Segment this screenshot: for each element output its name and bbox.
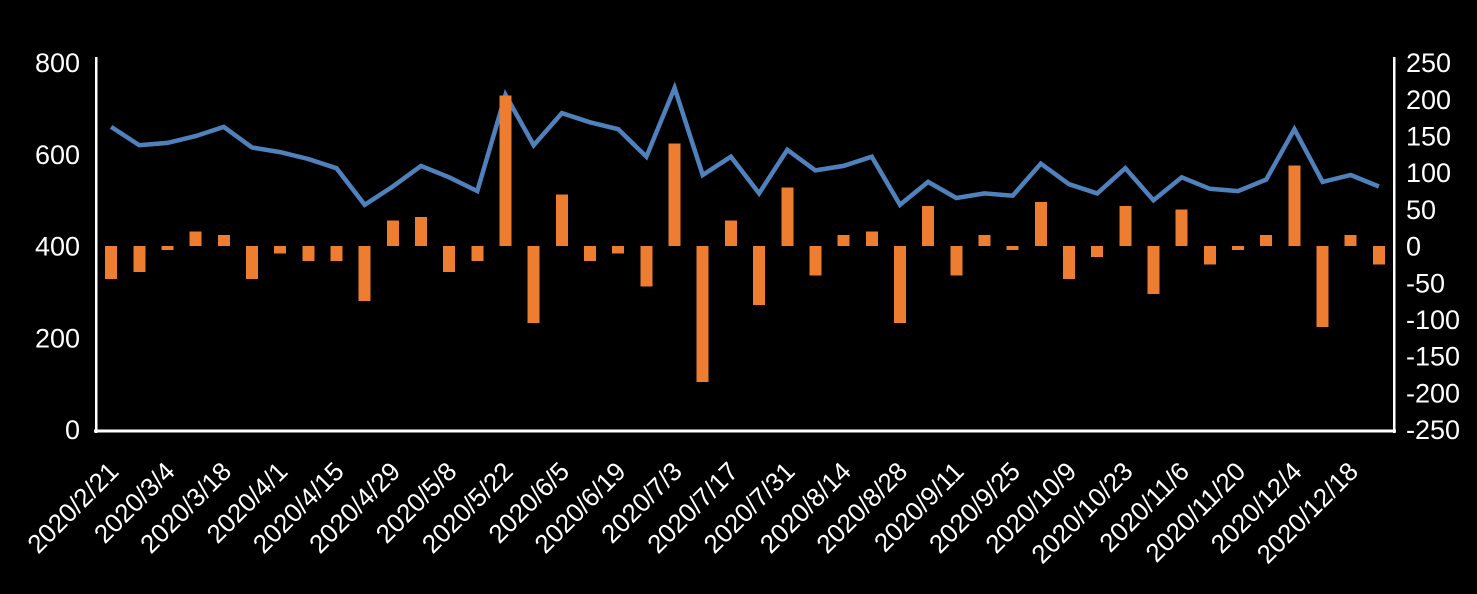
bar bbox=[1147, 246, 1160, 294]
y-axis-left-tick-label: 200 bbox=[35, 323, 80, 353]
y-axis-left-tick-label: 600 bbox=[35, 140, 80, 170]
y-axis-left-tick-label: 0 bbox=[65, 415, 80, 445]
bar bbox=[1006, 246, 1019, 250]
bar bbox=[696, 246, 709, 382]
bar bbox=[1372, 246, 1385, 265]
bar bbox=[330, 246, 343, 261]
bar bbox=[161, 246, 174, 250]
bar bbox=[809, 246, 822, 276]
bar bbox=[781, 187, 794, 247]
y-axis-right-tick-label: -250 bbox=[1406, 415, 1460, 445]
bar bbox=[1063, 246, 1075, 280]
bar bbox=[922, 205, 935, 247]
y-axis-right-tick-label: -50 bbox=[1406, 268, 1445, 298]
bar bbox=[612, 246, 625, 254]
bar bbox=[584, 246, 596, 261]
bar bbox=[753, 246, 766, 305]
bar bbox=[386, 220, 399, 247]
bar bbox=[1288, 165, 1301, 247]
y-axis-right-tick-label: 50 bbox=[1406, 195, 1436, 225]
bar bbox=[499, 95, 512, 247]
bar bbox=[978, 235, 991, 247]
bar bbox=[724, 220, 737, 247]
bar bbox=[1316, 246, 1329, 327]
bar bbox=[1203, 246, 1216, 265]
y-axis-right-tick-label: -200 bbox=[1406, 378, 1460, 408]
bar bbox=[837, 235, 850, 247]
bar bbox=[894, 246, 906, 324]
y-axis-right-tick-label: 250 bbox=[1406, 48, 1451, 78]
bar bbox=[1344, 235, 1357, 247]
bar bbox=[1091, 246, 1104, 258]
bar bbox=[1260, 235, 1273, 247]
bar bbox=[358, 246, 371, 302]
bar bbox=[105, 246, 118, 280]
bar bbox=[527, 246, 540, 324]
y-axis-right-tick-label: -100 bbox=[1406, 305, 1460, 335]
bar bbox=[217, 235, 230, 247]
bar bbox=[555, 194, 568, 247]
bar bbox=[274, 246, 287, 254]
y-axis-right-tick-label: 100 bbox=[1406, 158, 1451, 188]
y-axis-left-tick-label: 400 bbox=[35, 232, 80, 262]
bar bbox=[415, 216, 427, 247]
bar bbox=[471, 246, 484, 261]
bar bbox=[133, 246, 146, 272]
y-axis-right-tick-label: 0 bbox=[1406, 232, 1421, 262]
line-series bbox=[109, 81, 1380, 209]
bar bbox=[865, 231, 878, 247]
y-axis-right-tick-label: 150 bbox=[1406, 122, 1451, 152]
bar bbox=[640, 246, 653, 287]
bar bbox=[668, 143, 681, 247]
bar bbox=[246, 246, 258, 280]
bar bbox=[189, 231, 202, 247]
y-axis-right-tick-label: 200 bbox=[1406, 85, 1451, 115]
y-axis-left-tick-label: 800 bbox=[35, 48, 80, 78]
bar bbox=[950, 246, 963, 276]
bar bbox=[1232, 246, 1244, 250]
bar bbox=[302, 246, 315, 261]
bar bbox=[443, 246, 456, 272]
bar bbox=[1175, 209, 1188, 247]
y-axis-right-tick-label: -150 bbox=[1406, 342, 1460, 372]
bar bbox=[1119, 205, 1132, 247]
bar bbox=[1034, 202, 1047, 247]
